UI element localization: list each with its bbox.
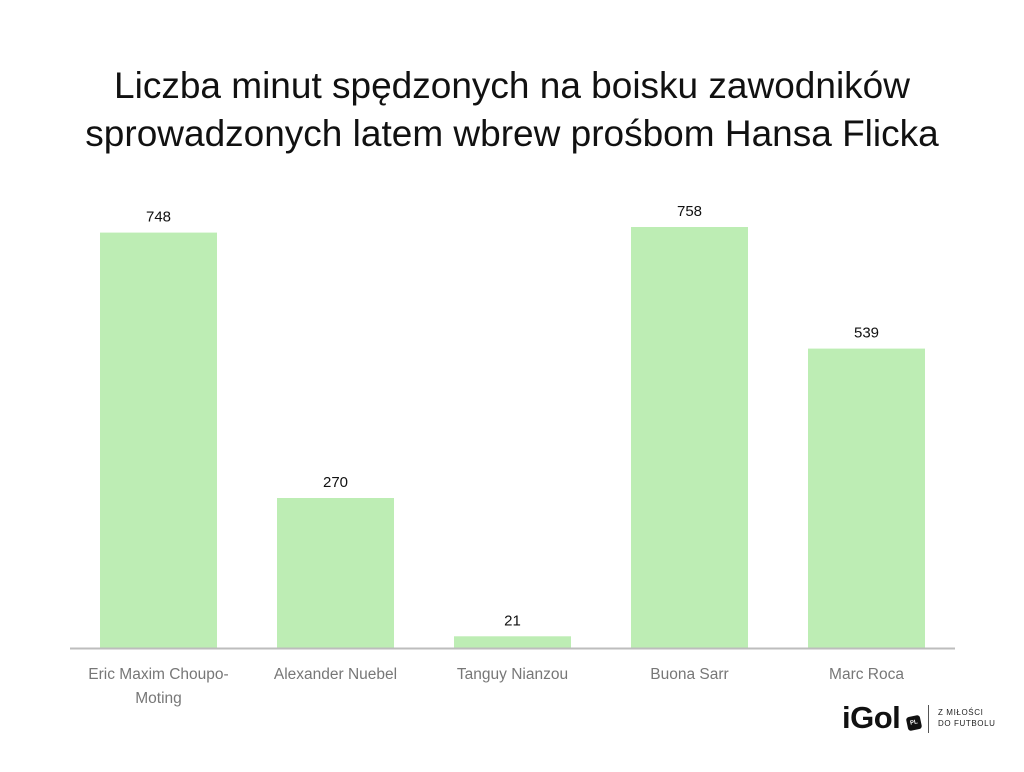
- brand-tagline: Z MIŁOŚCI DO FUTBOLU: [938, 707, 996, 729]
- chart-title-line-2: sprowadzonych latem wbrew prośbom Hansa …: [85, 113, 939, 154]
- x-tick-label-1: Alexander Nuebel: [274, 666, 397, 683]
- brand-tagline-line-1: Z MIŁOŚCI: [938, 708, 984, 717]
- bar-0: [100, 232, 217, 648]
- data-label-0: 748: [146, 209, 171, 226]
- x-tick-label-3: Buona Sarr: [650, 666, 728, 683]
- data-label-1: 270: [323, 474, 348, 491]
- data-label-3: 758: [677, 203, 702, 220]
- x-tick-label-0: Eric Maxim Choupo-Moting: [88, 666, 228, 707]
- bar-2: [454, 636, 571, 648]
- brand-tagline-line-2: DO FUTBOLU: [938, 719, 996, 728]
- brand-logo-block: iGol PL Z MIŁOŚCI DO FUTBOLU: [842, 700, 1002, 740]
- chart-title: Liczba minut spędzonych na boisku zawodn…: [0, 62, 1024, 158]
- chart-title-line-1: Liczba minut spędzonych na boisku zawodn…: [114, 65, 910, 106]
- x-tick-label-4: Marc Roca: [829, 666, 904, 683]
- bar-4: [808, 348, 925, 648]
- x-tick-label-2: Tanguy Nianzou: [457, 666, 568, 683]
- igol-logo: iGol: [842, 700, 901, 735]
- pl-badge-icon: PL: [905, 714, 923, 732]
- data-label-2: 21: [504, 612, 521, 629]
- data-label-4: 539: [854, 325, 879, 342]
- bar-3: [631, 227, 748, 648]
- brand-divider: [928, 705, 929, 733]
- bar-1: [277, 498, 394, 648]
